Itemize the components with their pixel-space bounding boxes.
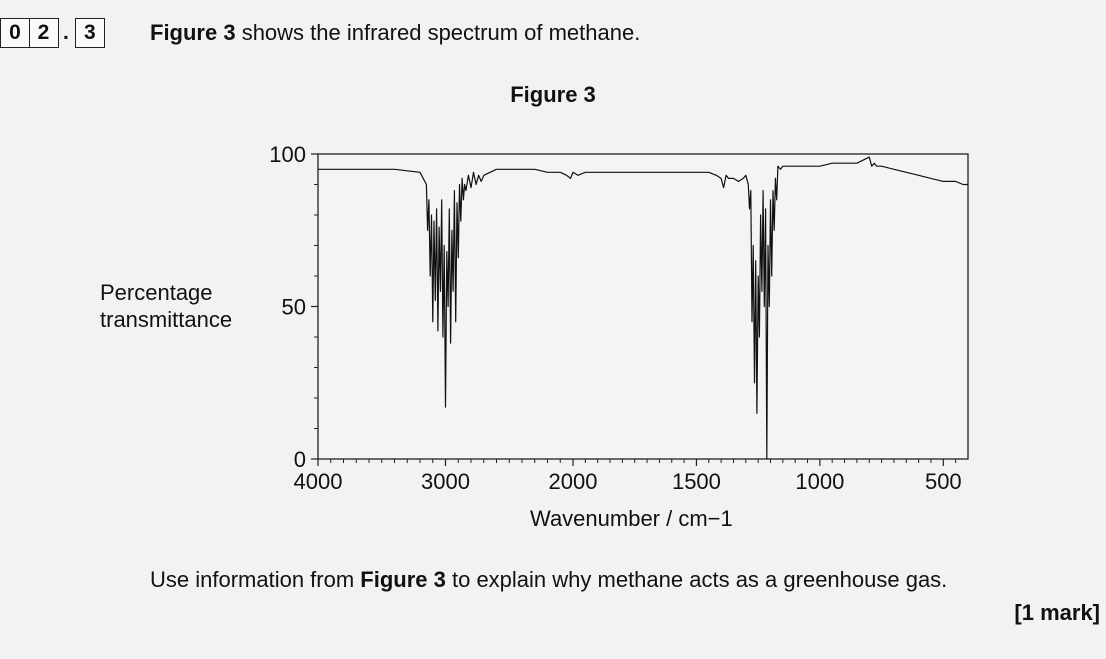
x-tick-label: 3000 xyxy=(421,469,470,494)
intro-text: shows the infrared spectrum of methane. xyxy=(235,20,641,45)
y-tick-label: 50 xyxy=(282,295,306,320)
question-intro: Figure 3 shows the infrared spectrum of … xyxy=(150,20,640,46)
figure-reference: Figure 3 xyxy=(150,20,236,45)
y-axis-label-line: Percentage xyxy=(100,280,213,305)
y-axis-label: Percentage transmittance xyxy=(100,279,232,333)
question-dot: . xyxy=(63,21,69,44)
question-digit-box: 2 xyxy=(28,18,59,48)
marks-label: [1 mark] xyxy=(1014,600,1100,625)
x-tick-label: 1000 xyxy=(795,469,844,494)
x-axis-label: Wavenumber / cm−1 xyxy=(530,506,733,531)
y-tick-label: 0 xyxy=(294,447,306,472)
ir-spectrum-chart: 4000 3000 2000 1500 1000 500 0 50 100 xyxy=(269,142,969,494)
prompt-text: Use information from xyxy=(150,567,361,592)
y-axis-label-line: transmittance xyxy=(100,307,233,332)
y-tick-label: 100 xyxy=(269,142,306,167)
spectrum-line xyxy=(318,156,968,460)
question-prompt: Use information from Figure 3 to explain… xyxy=(150,567,947,593)
x-tick-label: 2000 xyxy=(549,469,598,494)
question-digit-box: 3 xyxy=(74,18,105,48)
x-tick-label: 500 xyxy=(925,469,962,494)
question-number: 0 2 . 3 xyxy=(0,18,105,48)
prompt-text: to explain why methane acts as a greenho… xyxy=(445,567,948,592)
figure-reference: Figure 3 xyxy=(360,567,446,592)
plot-frame xyxy=(317,153,969,460)
x-tick-label: 4000 xyxy=(294,469,343,494)
x-tick-label: 1500 xyxy=(672,469,721,494)
chart-title: Figure 3 xyxy=(510,82,596,107)
question-digit-box: 0 xyxy=(0,18,30,48)
